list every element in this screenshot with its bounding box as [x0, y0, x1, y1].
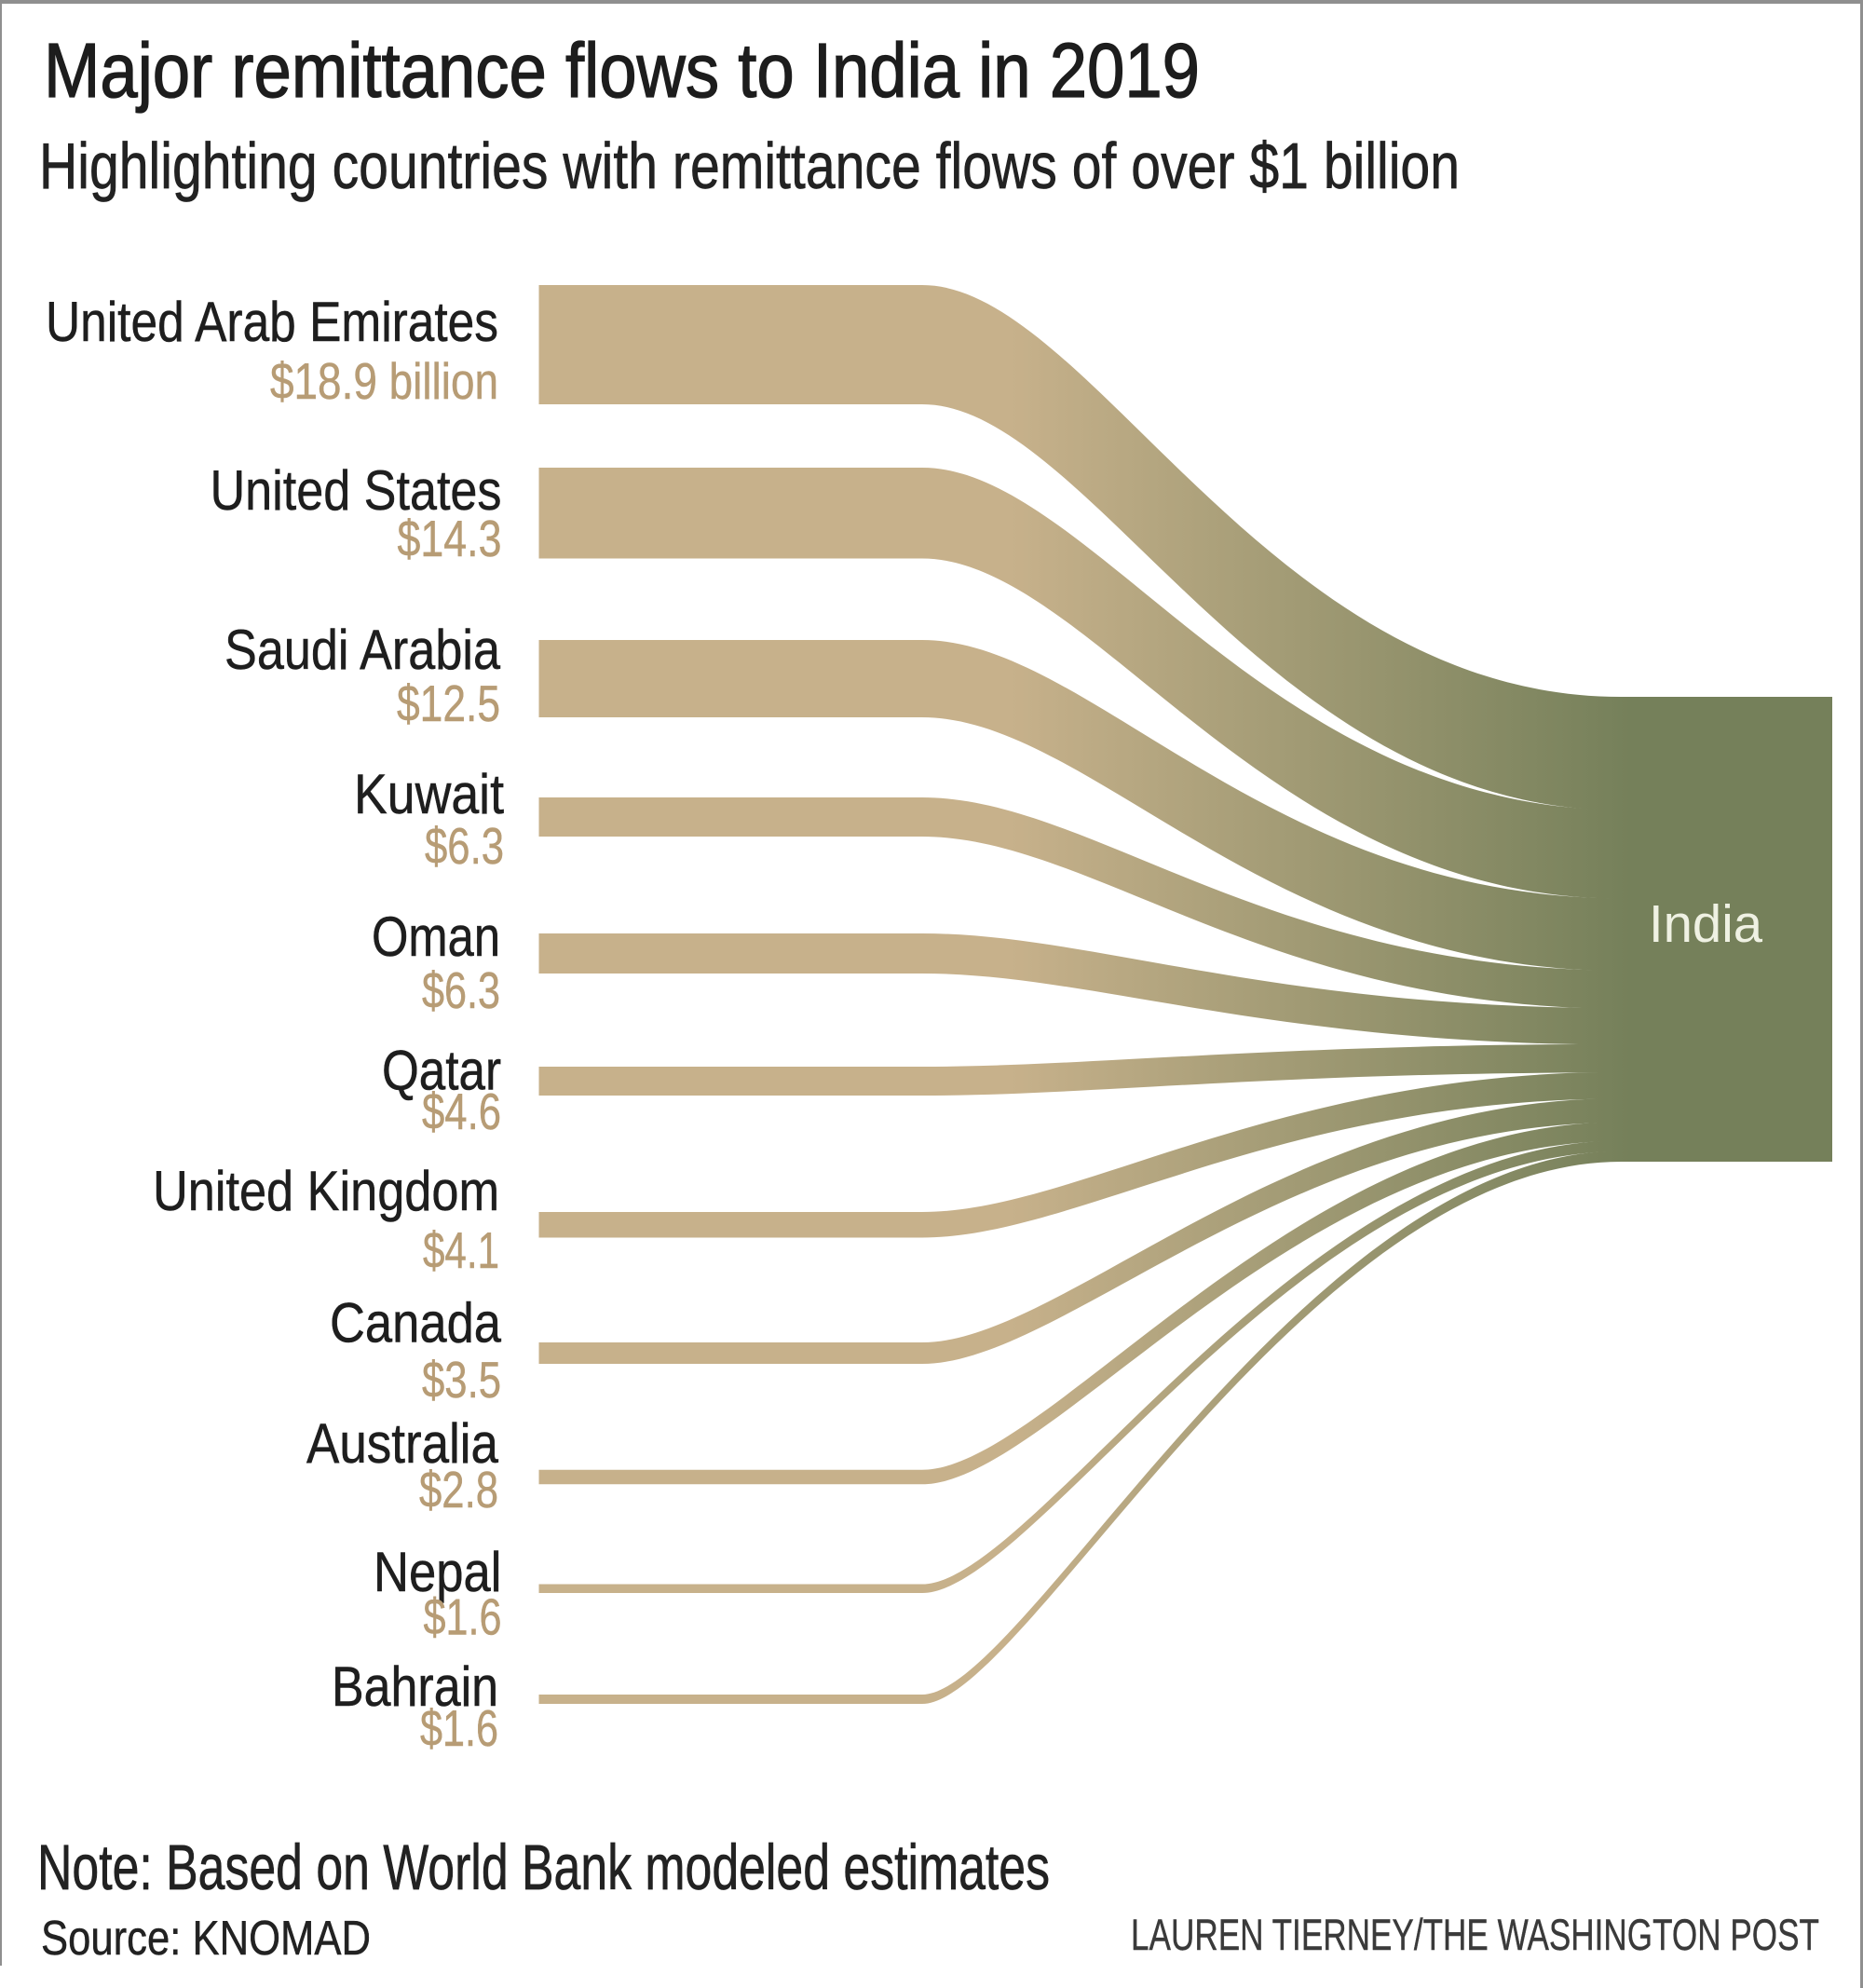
svg-text:Highlighting countries with re: Highlighting countries with remittance f… — [39, 129, 1460, 202]
svg-text:Bahrain: Bahrain — [332, 1655, 498, 1718]
svg-text:$4.6: $4.6 — [422, 1083, 501, 1140]
svg-text:LAUREN TIERNEY/THE WASHINGTON: LAUREN TIERNEY/THE WASHINGTON POST — [1131, 1910, 1819, 1959]
svg-text:Saudi Arabia: Saudi Arabia — [224, 619, 501, 681]
svg-text:Kuwait: Kuwait — [354, 763, 504, 825]
svg-text:Oman: Oman — [372, 905, 500, 968]
svg-text:$6.3: $6.3 — [422, 961, 500, 1019]
svg-text:Major remittance flows to Indi: Major remittance flows to India in 2019 — [44, 27, 1200, 114]
svg-text:$18.9 billion: $18.9 billion — [270, 352, 498, 410]
svg-text:Australia: Australia — [306, 1412, 499, 1475]
svg-text:$12.5: $12.5 — [397, 674, 500, 732]
svg-text:Nepal: Nepal — [374, 1541, 502, 1603]
svg-text:$6.3: $6.3 — [425, 817, 504, 875]
svg-text:Source: KNOMAD: Source: KNOMAD — [41, 1912, 371, 1966]
svg-text:United Kingdom: United Kingdom — [153, 1160, 499, 1222]
svg-text:$4.1: $4.1 — [423, 1221, 499, 1279]
svg-text:$2.8: $2.8 — [419, 1461, 498, 1518]
svg-text:Canada: Canada — [330, 1292, 502, 1355]
svg-text:United Arab Emirates: United Arab Emirates — [46, 291, 498, 353]
svg-text:$1.6: $1.6 — [420, 1699, 498, 1757]
svg-text:India: India — [1649, 894, 1762, 954]
svg-text:Qatar: Qatar — [382, 1040, 501, 1102]
svg-text:United States: United States — [211, 459, 502, 522]
svg-text:$1.6: $1.6 — [424, 1588, 502, 1646]
svg-text:$14.3: $14.3 — [398, 510, 502, 567]
svg-text:$3.5: $3.5 — [422, 1351, 501, 1409]
svg-text:Note: Based on World Bank mode: Note: Based on World Bank modeled estima… — [37, 1831, 1050, 1903]
